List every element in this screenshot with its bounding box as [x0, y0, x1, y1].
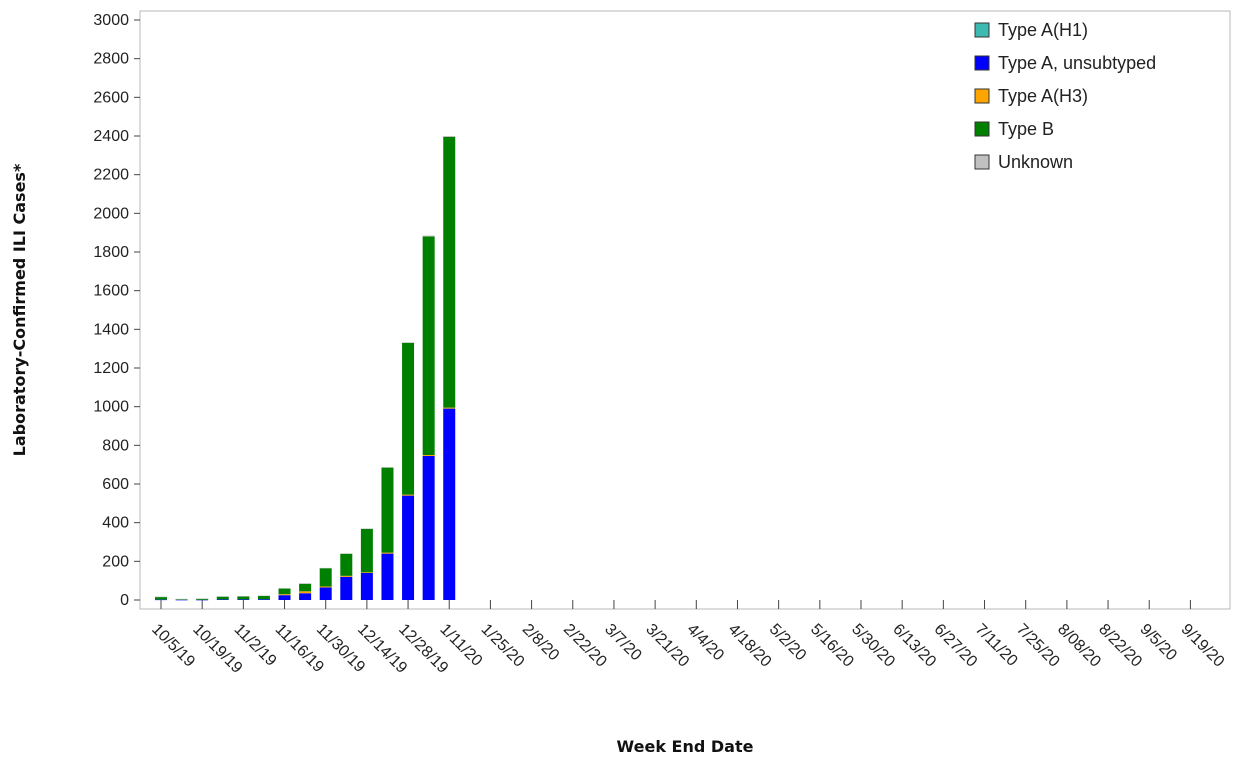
bar-stacks	[155, 136, 456, 601]
y-tick-label: 1000	[93, 399, 129, 416]
bar-segment	[299, 583, 312, 584]
bar-segment	[360, 572, 373, 600]
plot-frame	[139, 10, 1231, 610]
bar-segment	[216, 599, 229, 600]
bar-segment	[257, 595, 270, 597]
bar-segment	[340, 576, 353, 600]
bar-segment	[155, 599, 167, 601]
x-axis-title: Week End Date	[617, 737, 754, 756]
bar-segment	[237, 596, 250, 600]
legend-swatch	[974, 22, 990, 38]
y-tick-label: 400	[102, 515, 129, 532]
y-tick-label: 200	[102, 553, 129, 570]
legend-label: Type A, unsubtyped	[998, 53, 1156, 73]
bar-segment	[216, 596, 229, 597]
bar-segment	[381, 467, 394, 553]
y-tick-label: 2000	[93, 205, 129, 222]
bar-segment	[422, 455, 435, 600]
legend-label: Unknown	[998, 152, 1073, 172]
bar-segment	[319, 567, 332, 569]
y-tick-label: 1800	[93, 244, 129, 261]
bar-segment	[443, 407, 456, 409]
bar-segment	[299, 593, 312, 600]
bar-segment	[402, 342, 415, 343]
bar-segment	[402, 495, 415, 600]
bar-segment	[422, 236, 435, 455]
y-tick-label: 2600	[93, 89, 129, 106]
bar-segment	[237, 599, 250, 600]
bar-segment	[196, 598, 209, 600]
y-tick-label: 2400	[93, 128, 129, 145]
bar-segment	[175, 599, 188, 601]
bar-segment	[299, 591, 312, 594]
bar-segment	[278, 588, 291, 589]
bar-segment	[257, 599, 270, 600]
bar-segment	[237, 596, 250, 597]
y-tick-label: 3000	[93, 12, 129, 29]
legend-swatch	[974, 154, 990, 170]
bar-segment	[257, 595, 270, 600]
bar-segment	[278, 594, 291, 596]
bar-segment	[278, 595, 291, 600]
bar-segment	[443, 136, 456, 137]
legend-swatch	[974, 55, 990, 71]
bar-segment	[381, 467, 394, 468]
legend: Type A(H1) Type A, unsubtyped Type A(H3) Ty…	[974, 20, 1156, 172]
bar-segment	[319, 568, 332, 587]
bar-segment	[340, 553, 353, 554]
bar-segment	[340, 553, 353, 576]
legend-label: Type A(H3)	[998, 86, 1088, 106]
y-tick-label: 0	[120, 592, 129, 609]
legend-swatch	[974, 88, 990, 104]
y-axis: 0 200 400 600 800 1000 1200 1400 1600 1800 2000 220…	[93, 12, 140, 609]
y-tick-label: 600	[102, 476, 129, 493]
bar-segment	[340, 575, 353, 577]
legend-label: Type A(H1)	[998, 20, 1088, 40]
y-tick-label: 2800	[93, 51, 129, 68]
bar-segment	[381, 553, 394, 600]
bar-segment	[319, 587, 332, 600]
y-tick-label: 800	[102, 437, 129, 454]
bar-segment	[402, 342, 415, 495]
y-tick-label: 1600	[93, 283, 129, 300]
bar-segment	[299, 583, 312, 592]
legend-swatch	[974, 121, 990, 137]
bar-segment	[155, 596, 167, 598]
bar-segment	[196, 598, 209, 599]
bar-segment	[402, 494, 415, 496]
y-tick-label: 1200	[93, 360, 129, 377]
bar-segment	[422, 235, 435, 237]
bar-segment	[422, 455, 435, 456]
bar-segment	[155, 596, 167, 600]
bar-segment	[216, 596, 229, 600]
bar-segment	[319, 586, 332, 588]
bar-segment	[381, 552, 394, 554]
legend-label: Type B	[998, 119, 1054, 139]
bar-segment	[278, 588, 291, 595]
bar-segment	[175, 598, 188, 600]
y-axis-title: Laboratory-Confirmed ILI Cases*	[10, 163, 29, 456]
bar-segment	[443, 136, 456, 408]
bar-segment	[175, 599, 188, 600]
bar-segment	[443, 408, 456, 600]
y-tick-label: 1400	[93, 321, 129, 338]
bar-segment	[360, 572, 373, 573]
bar-segment	[360, 528, 373, 529]
y-tick-label: 2200	[93, 167, 129, 184]
bar-segment	[360, 528, 373, 573]
